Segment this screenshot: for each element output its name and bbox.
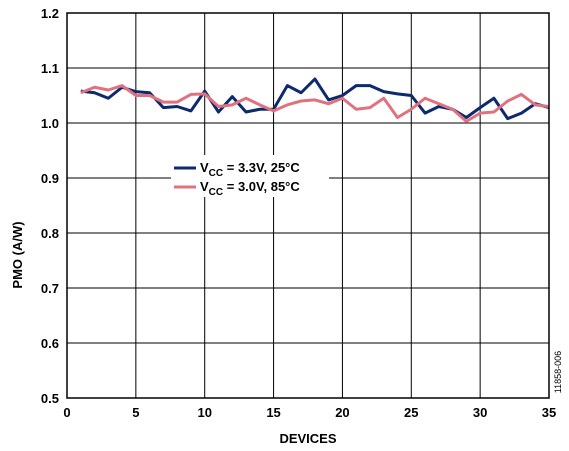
x-tick-label: 20 — [335, 405, 349, 420]
y-tick-label: 0.5 — [41, 391, 59, 406]
x-tick-label: 25 — [404, 405, 418, 420]
x-tick-label: 5 — [132, 405, 139, 420]
x-tick-label: 15 — [266, 405, 280, 420]
series-line-2 — [80, 84, 550, 123]
x-tick-label: 10 — [197, 405, 211, 420]
tick-labels: 0 5 10 15 20 25 30 35 0.5 0.6 0.7 0.8 0.9 1.0 1.1 1.2 — [41, 6, 556, 420]
legend-background — [171, 155, 329, 197]
series-lines — [80, 77, 550, 123]
y-tick-label: 1.1 — [41, 61, 59, 76]
y-tick-label: 1.0 — [41, 116, 59, 131]
x-tick-label: 35 — [542, 405, 556, 420]
legend-label-series-2: VCC = 3.0V, 85°C — [200, 179, 300, 198]
y-tick-label: 0.7 — [41, 281, 59, 296]
y-tick-label: 1.2 — [41, 6, 59, 21]
y-axis-title: PMO (A/W) — [10, 221, 25, 288]
y-tick-label: 0.6 — [41, 336, 59, 351]
plot-frame — [66, 12, 550, 399]
x-tick-label: 0 — [63, 405, 70, 420]
y-tick-label: 0.9 — [41, 171, 59, 186]
x-tick-label: 30 — [473, 405, 487, 420]
grid — [66, 12, 550, 399]
figure-id: 11858-006 — [553, 351, 563, 393]
x-axis-title: DEVICES — [279, 431, 336, 446]
legend: VCC = 3.3V, 25°C VCC = 3.0V, 85°C — [171, 155, 329, 198]
series-line-1 — [80, 77, 550, 121]
y-tick-label: 0.8 — [41, 226, 59, 241]
legend-label-series-1: VCC = 3.3V, 25°C — [200, 160, 300, 179]
